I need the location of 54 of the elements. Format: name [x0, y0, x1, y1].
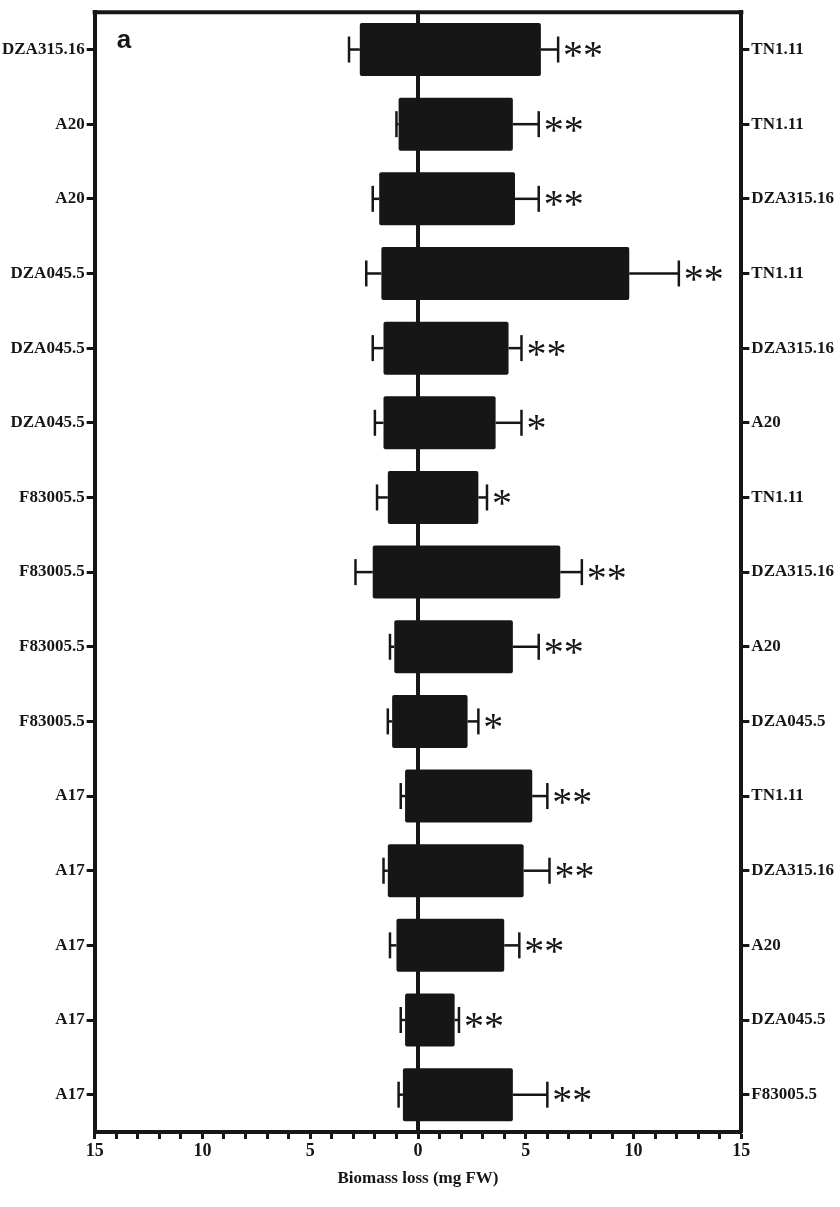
- annotation: *: [483, 703, 504, 749]
- annotation: **: [552, 1077, 593, 1123]
- y-tick-label: DZA315.16: [1, 38, 85, 58]
- annotation: **: [526, 330, 567, 376]
- annotation: **: [543, 106, 584, 152]
- x-tick-label: 15: [732, 1140, 751, 1161]
- y-tick-label: A17: [55, 934, 86, 954]
- y2-tick-label: TN1.11: [751, 262, 804, 282]
- annotation: **: [554, 853, 595, 899]
- y-tick-label: A17: [55, 785, 86, 805]
- y2-tick-label: DZA045.5: [751, 1009, 826, 1029]
- x-tick-label: 0: [413, 1140, 423, 1161]
- annotation: **: [543, 181, 584, 227]
- y-tick-label: A17: [55, 860, 86, 880]
- y2-tick-label: TN1.11: [751, 785, 804, 805]
- x-tick-label: 10: [624, 1140, 643, 1161]
- y-tick-label: A20: [55, 188, 85, 208]
- y2-tick-label: TN1.11: [751, 113, 804, 133]
- x-axis-title: Biomass loss (mg FW): [337, 1168, 499, 1188]
- y2-tick-label: DZA315.16: [751, 188, 835, 208]
- y-tick-label: DZA045.5: [10, 412, 85, 432]
- x-tick-label: 15: [85, 1140, 104, 1161]
- annotation: **: [543, 629, 584, 675]
- y2-tick-label: A20: [751, 934, 781, 954]
- annotation: *: [491, 479, 512, 525]
- y-tick-label: F83005.5: [19, 561, 85, 581]
- annotation: **: [683, 255, 724, 301]
- y-tick-label: A20: [55, 113, 85, 133]
- y2-tick-label: A20: [751, 636, 781, 656]
- annotation: **: [563, 32, 604, 78]
- y2-tick-label: DZA045.5: [751, 710, 826, 730]
- annotation: **: [586, 554, 627, 600]
- annotation: a: [116, 24, 132, 55]
- annotation: **: [463, 1002, 504, 1048]
- y-tick-label: DZA045.5: [10, 337, 85, 357]
- y-tick-label: F83005.5: [19, 636, 85, 656]
- annotation: **: [552, 778, 593, 824]
- x-tick-label: 5: [521, 1140, 531, 1161]
- y2-tick-label: A20: [751, 412, 781, 432]
- x-tick-label: 10: [193, 1140, 212, 1161]
- y-tick-label: A17: [55, 1084, 86, 1104]
- y-tick-label: A17: [55, 1009, 86, 1029]
- y2-tick-label: DZA315.16: [751, 561, 835, 581]
- y2-tick-label: TN1.11: [751, 38, 804, 58]
- y-tick-label: F83005.5: [19, 710, 85, 730]
- annotation: *: [526, 405, 547, 451]
- y2-tick-label: DZA315.16: [751, 860, 835, 880]
- annotation: **: [524, 927, 565, 973]
- y2-tick-label: TN1.11: [751, 486, 804, 506]
- y2-tick-label: DZA315.16: [751, 337, 835, 357]
- y-tick-label: DZA045.5: [10, 262, 85, 282]
- y2-tick-label: F83005.5: [751, 1084, 817, 1104]
- y-tick-label: F83005.5: [19, 486, 85, 506]
- x-tick-label: 5: [305, 1140, 315, 1161]
